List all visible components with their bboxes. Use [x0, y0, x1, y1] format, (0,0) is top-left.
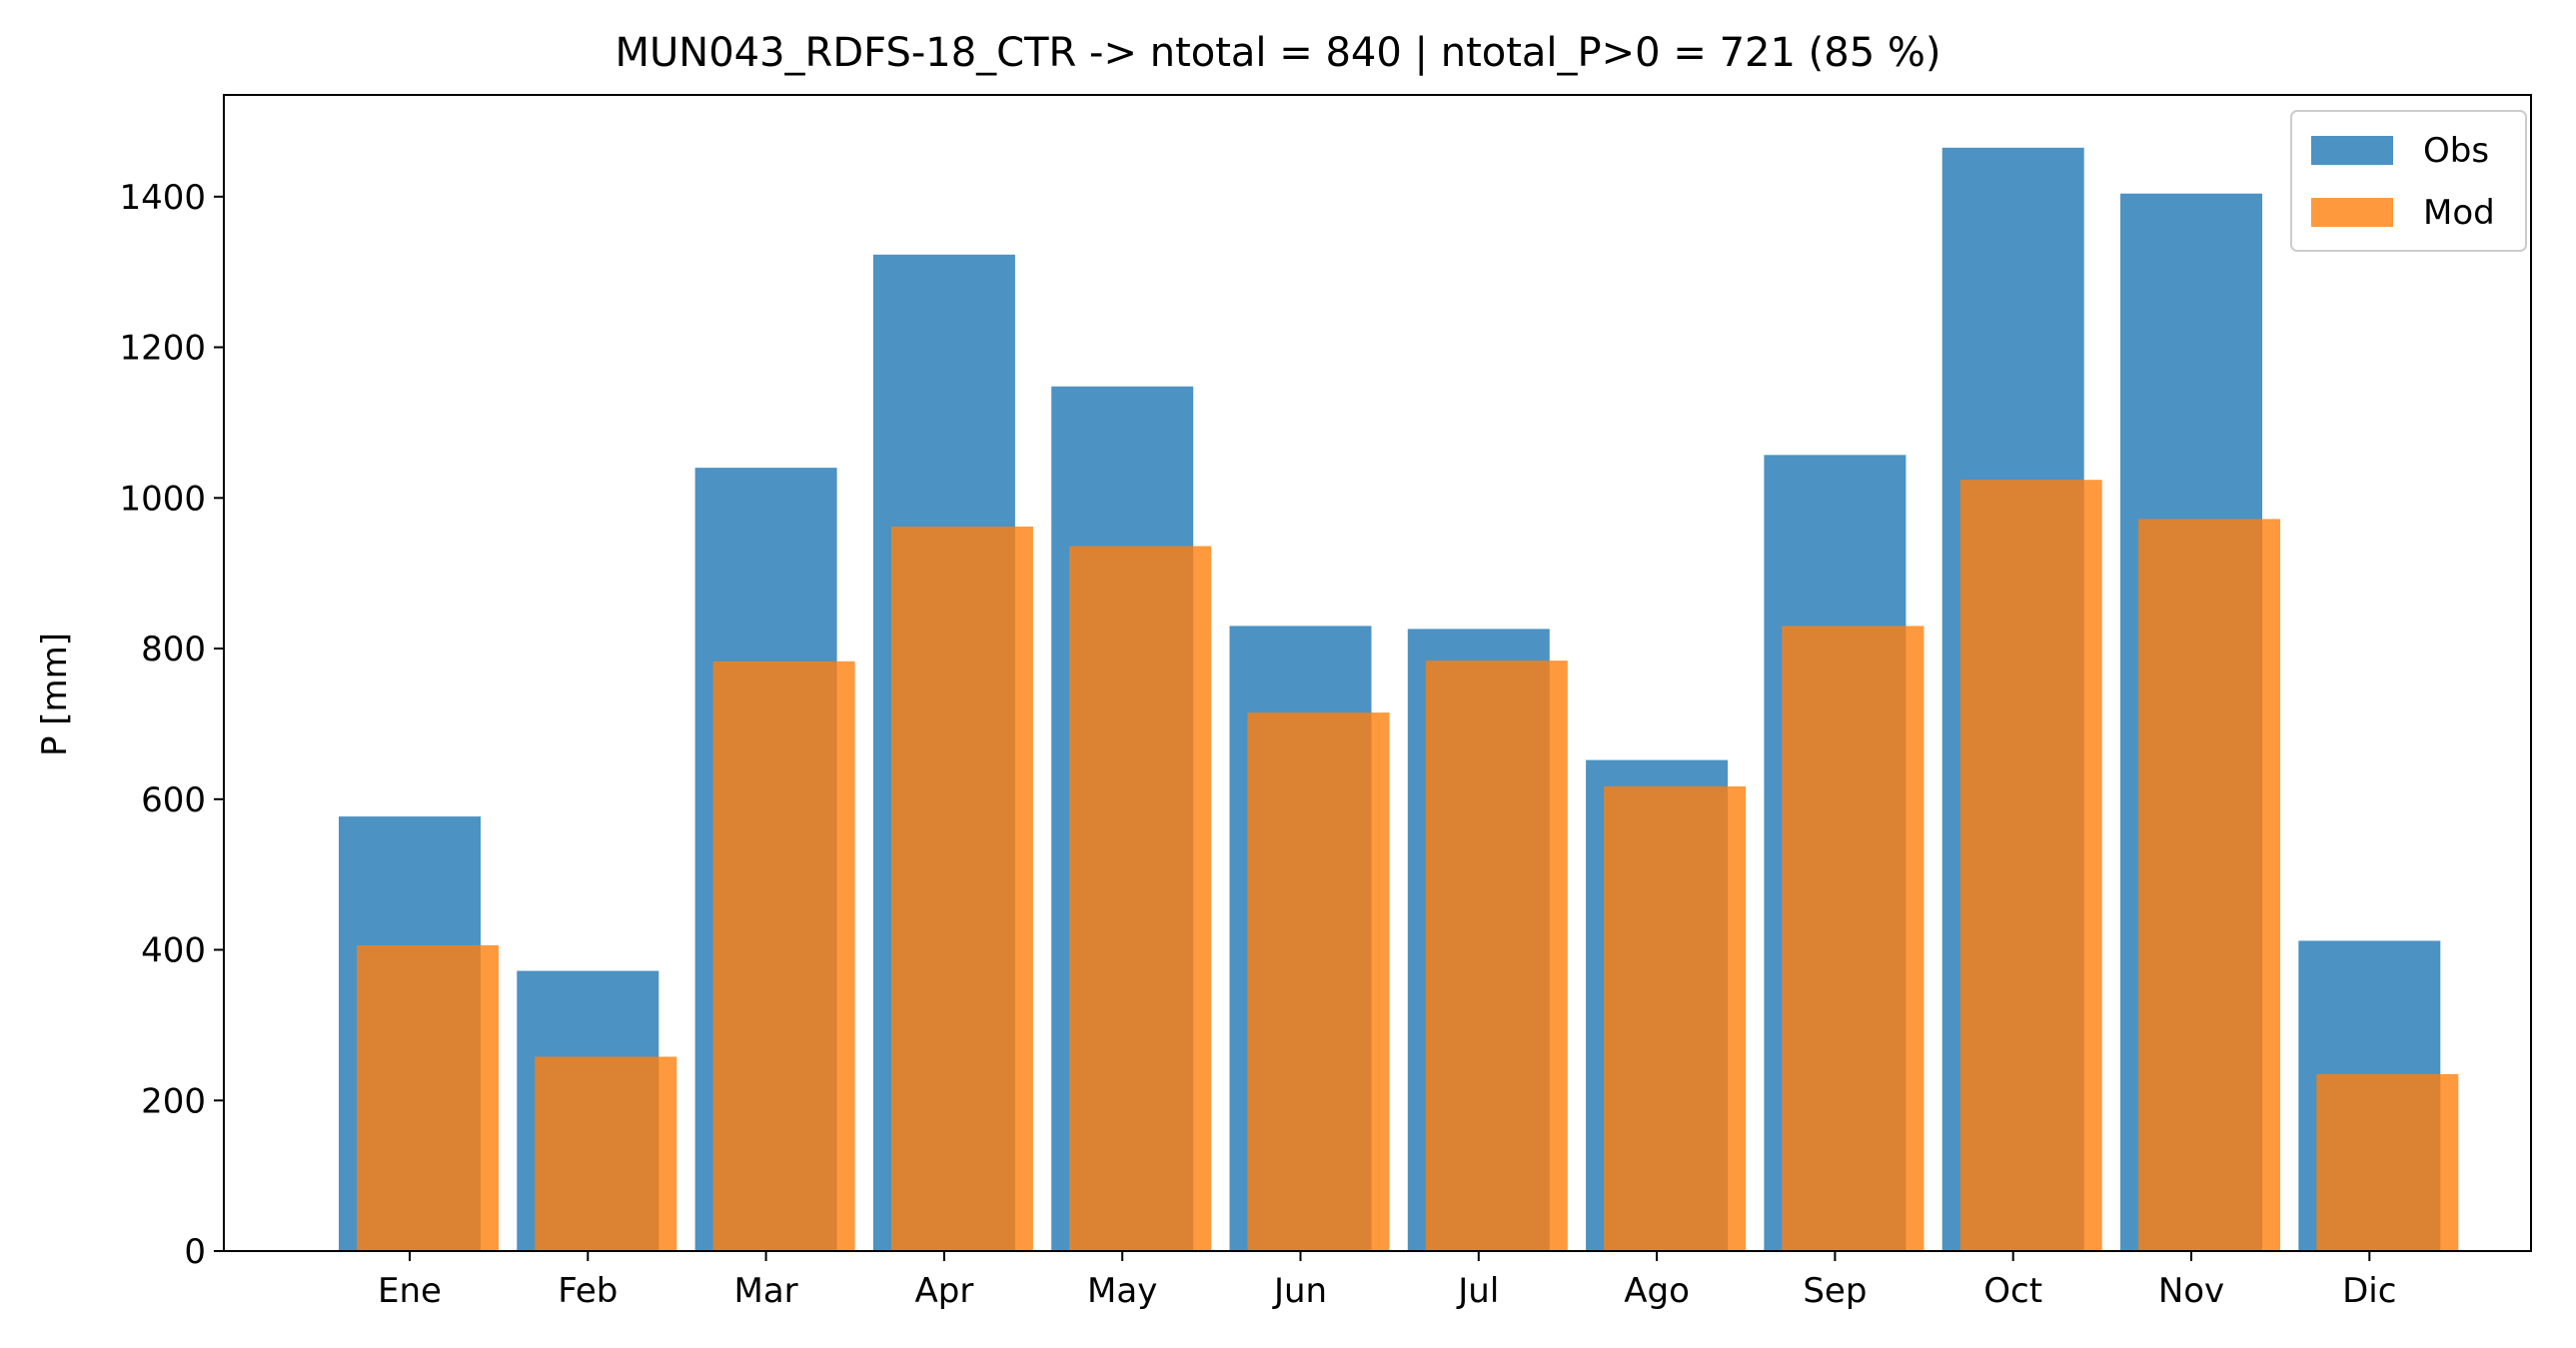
bar-mod-feb: [535, 1056, 677, 1251]
y-tick-label: 1200: [119, 329, 206, 369]
y-tick-label: 800: [141, 630, 206, 670]
axis-ticks: Ene Feb Mar Apr May Jun Jul Ago Sep Oct Nov Dic 0 200…: [119, 178, 2396, 1311]
x-tick-label: May: [1087, 1271, 1157, 1311]
legend: Obs Mod: [2290, 110, 2527, 252]
y-tick-label: 600: [141, 780, 206, 820]
x-tick-label: Sep: [1803, 1271, 1867, 1311]
y-tick-label: 1000: [119, 479, 206, 519]
x-tick-label: Mar: [734, 1271, 798, 1311]
mod-series-bars: [357, 480, 2459, 1251]
bar-mod-jul: [1425, 661, 1568, 1251]
x-tick-label: Feb: [558, 1271, 618, 1311]
bar-mod-jun: [1247, 712, 1390, 1251]
bar-mod-sep: [1782, 626, 1925, 1251]
legend-label-obs: Obs: [2423, 131, 2489, 171]
bar-mod-apr: [890, 526, 1033, 1251]
x-tick-label: Dic: [2342, 1271, 2396, 1311]
x-tick-label: Jun: [1272, 1271, 1327, 1311]
x-tick-label: Nov: [2158, 1271, 2224, 1311]
x-tick-label: Apr: [914, 1271, 973, 1311]
legend-swatch-obs: [2311, 136, 2393, 165]
y-tick-label: 400: [141, 931, 206, 971]
plot-frame: [223, 94, 2532, 1252]
bar-mod-oct: [1959, 480, 2102, 1251]
x-tick-label: Ago: [1624, 1271, 1690, 1311]
bar-mod-ene: [357, 945, 499, 1251]
bar-mod-may: [1069, 546, 1212, 1251]
bar-mod-mar: [712, 661, 855, 1251]
y-axis-label: P [mm]: [35, 633, 75, 756]
bar-mod-nov: [2138, 519, 2280, 1251]
legend-label-mod: Mod: [2423, 193, 2495, 233]
bar-mod-ago: [1604, 785, 1747, 1251]
legend-swatch-mod: [2311, 198, 2393, 227]
y-tick-label: 0: [184, 1232, 206, 1272]
y-tick-label: 200: [141, 1081, 206, 1121]
x-tick-label: Ene: [378, 1271, 442, 1311]
y-tick-label: 1400: [119, 178, 206, 218]
x-tick-label: Jul: [1456, 1271, 1499, 1311]
chart-title: MUN043_RDFS-18_CTR -> ntotal = 840 | nto…: [616, 30, 1941, 76]
bar-mod-dic: [2316, 1073, 2459, 1251]
x-tick-label: Oct: [1983, 1271, 2042, 1311]
